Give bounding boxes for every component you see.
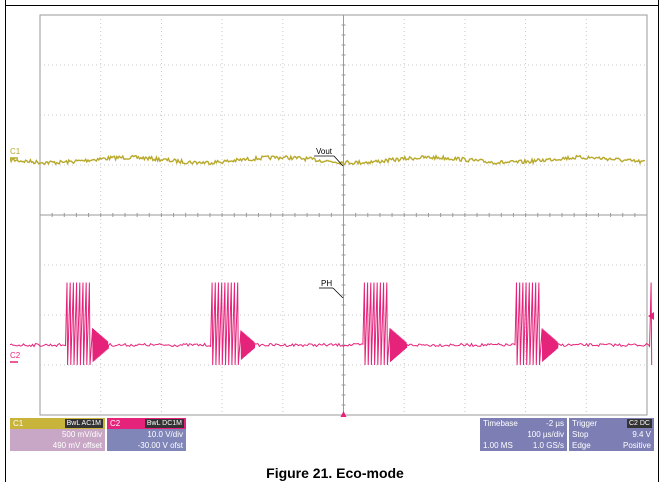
trigger-level-marker <box>648 312 654 320</box>
scope-plot: C1 C2 Vout PH <box>10 14 654 417</box>
c1-panel-name: C1 <box>13 419 24 428</box>
c2-offset: -30.00 V ofst <box>137 441 183 450</box>
timebase-scale: 100 µs/div <box>527 430 564 439</box>
c1-channel-panel[interactable]: C1 BwL AC1M 500 mV/div 490 mV offset <box>10 418 105 451</box>
c1-panel-header: C1 BwL AC1M <box>10 418 105 429</box>
timebase-title-row: Timebase -2 µs <box>480 418 567 429</box>
c1-marker-label: C1 <box>10 147 21 156</box>
c2-panel-name: C2 <box>110 419 121 428</box>
graticule <box>39 14 648 416</box>
trigger-title: Trigger <box>572 419 598 428</box>
c1-scale: 500 mV/div <box>61 430 102 439</box>
ph-leader-line <box>332 287 344 299</box>
c2-panel-header: C2 BwL DC1M <box>107 418 186 429</box>
timebase-panel[interactable]: Timebase -2 µs 100 µs/div 1.00 MS 1.0 GS… <box>480 418 567 451</box>
timebase-scale-row: 100 µs/div <box>480 429 567 440</box>
frame-top-border <box>5 5 659 6</box>
c2-marker-label: C2 <box>10 351 21 360</box>
figure-caption: Figure 21. Eco-mode <box>266 465 404 481</box>
trigger-panel[interactable]: Trigger C2 DC Stop 9.4 V Edge Positive <box>569 418 654 451</box>
ph-trace <box>10 282 653 366</box>
vout-leader-line <box>333 155 344 167</box>
trigger-time-marker <box>340 411 347 417</box>
trigger-mode-row: Stop 9.4 V <box>569 429 654 440</box>
c2-scale-row: 10.0 V/div <box>107 429 186 440</box>
ph-label: PH <box>321 279 332 288</box>
oscilloscope-display: C1 C2 Vout PH C1 BwL AC1M 500 mV/div 490 mV… <box>10 10 654 453</box>
c1-scale-row: 500 mV/div <box>10 429 105 440</box>
trigger-slope: Positive <box>622 441 651 450</box>
c2-scale: 10.0 V/div <box>147 430 183 439</box>
c1-offset-row: 490 mV offset <box>10 440 105 451</box>
timebase-delay: -2 µs <box>546 419 564 428</box>
figure-frame <box>5 0 659 482</box>
c2-offset-row: -30.00 V ofst <box>107 440 186 451</box>
trigger-type-row: Edge Positive <box>569 440 654 451</box>
timebase-title: Timebase <box>483 419 518 428</box>
trigger-title-row: Trigger C2 DC <box>569 418 654 429</box>
trigger-level: 9.4 V <box>632 430 651 439</box>
timebase-rate-row: 1.00 MS 1.0 GS/s <box>480 440 567 451</box>
trigger-mode: Stop <box>572 430 589 439</box>
trigger-type: Edge <box>572 441 591 450</box>
c1-coupling-badge: BwL AC1M <box>64 419 103 428</box>
vout-trace <box>10 153 646 166</box>
timebase-rate: 1.0 GS/s <box>532 441 564 450</box>
timebase-samples: 1.00 MS <box>483 441 513 450</box>
trigger-source-badge: C2 DC <box>626 419 652 428</box>
c2-coupling-badge: BwL DC1M <box>144 419 184 428</box>
c1-offset: 490 mV offset <box>52 441 102 450</box>
vout-label: Vout <box>316 147 333 156</box>
c2-channel-panel[interactable]: C2 BwL DC1M 10.0 V/div -30.00 V ofst <box>107 418 186 451</box>
